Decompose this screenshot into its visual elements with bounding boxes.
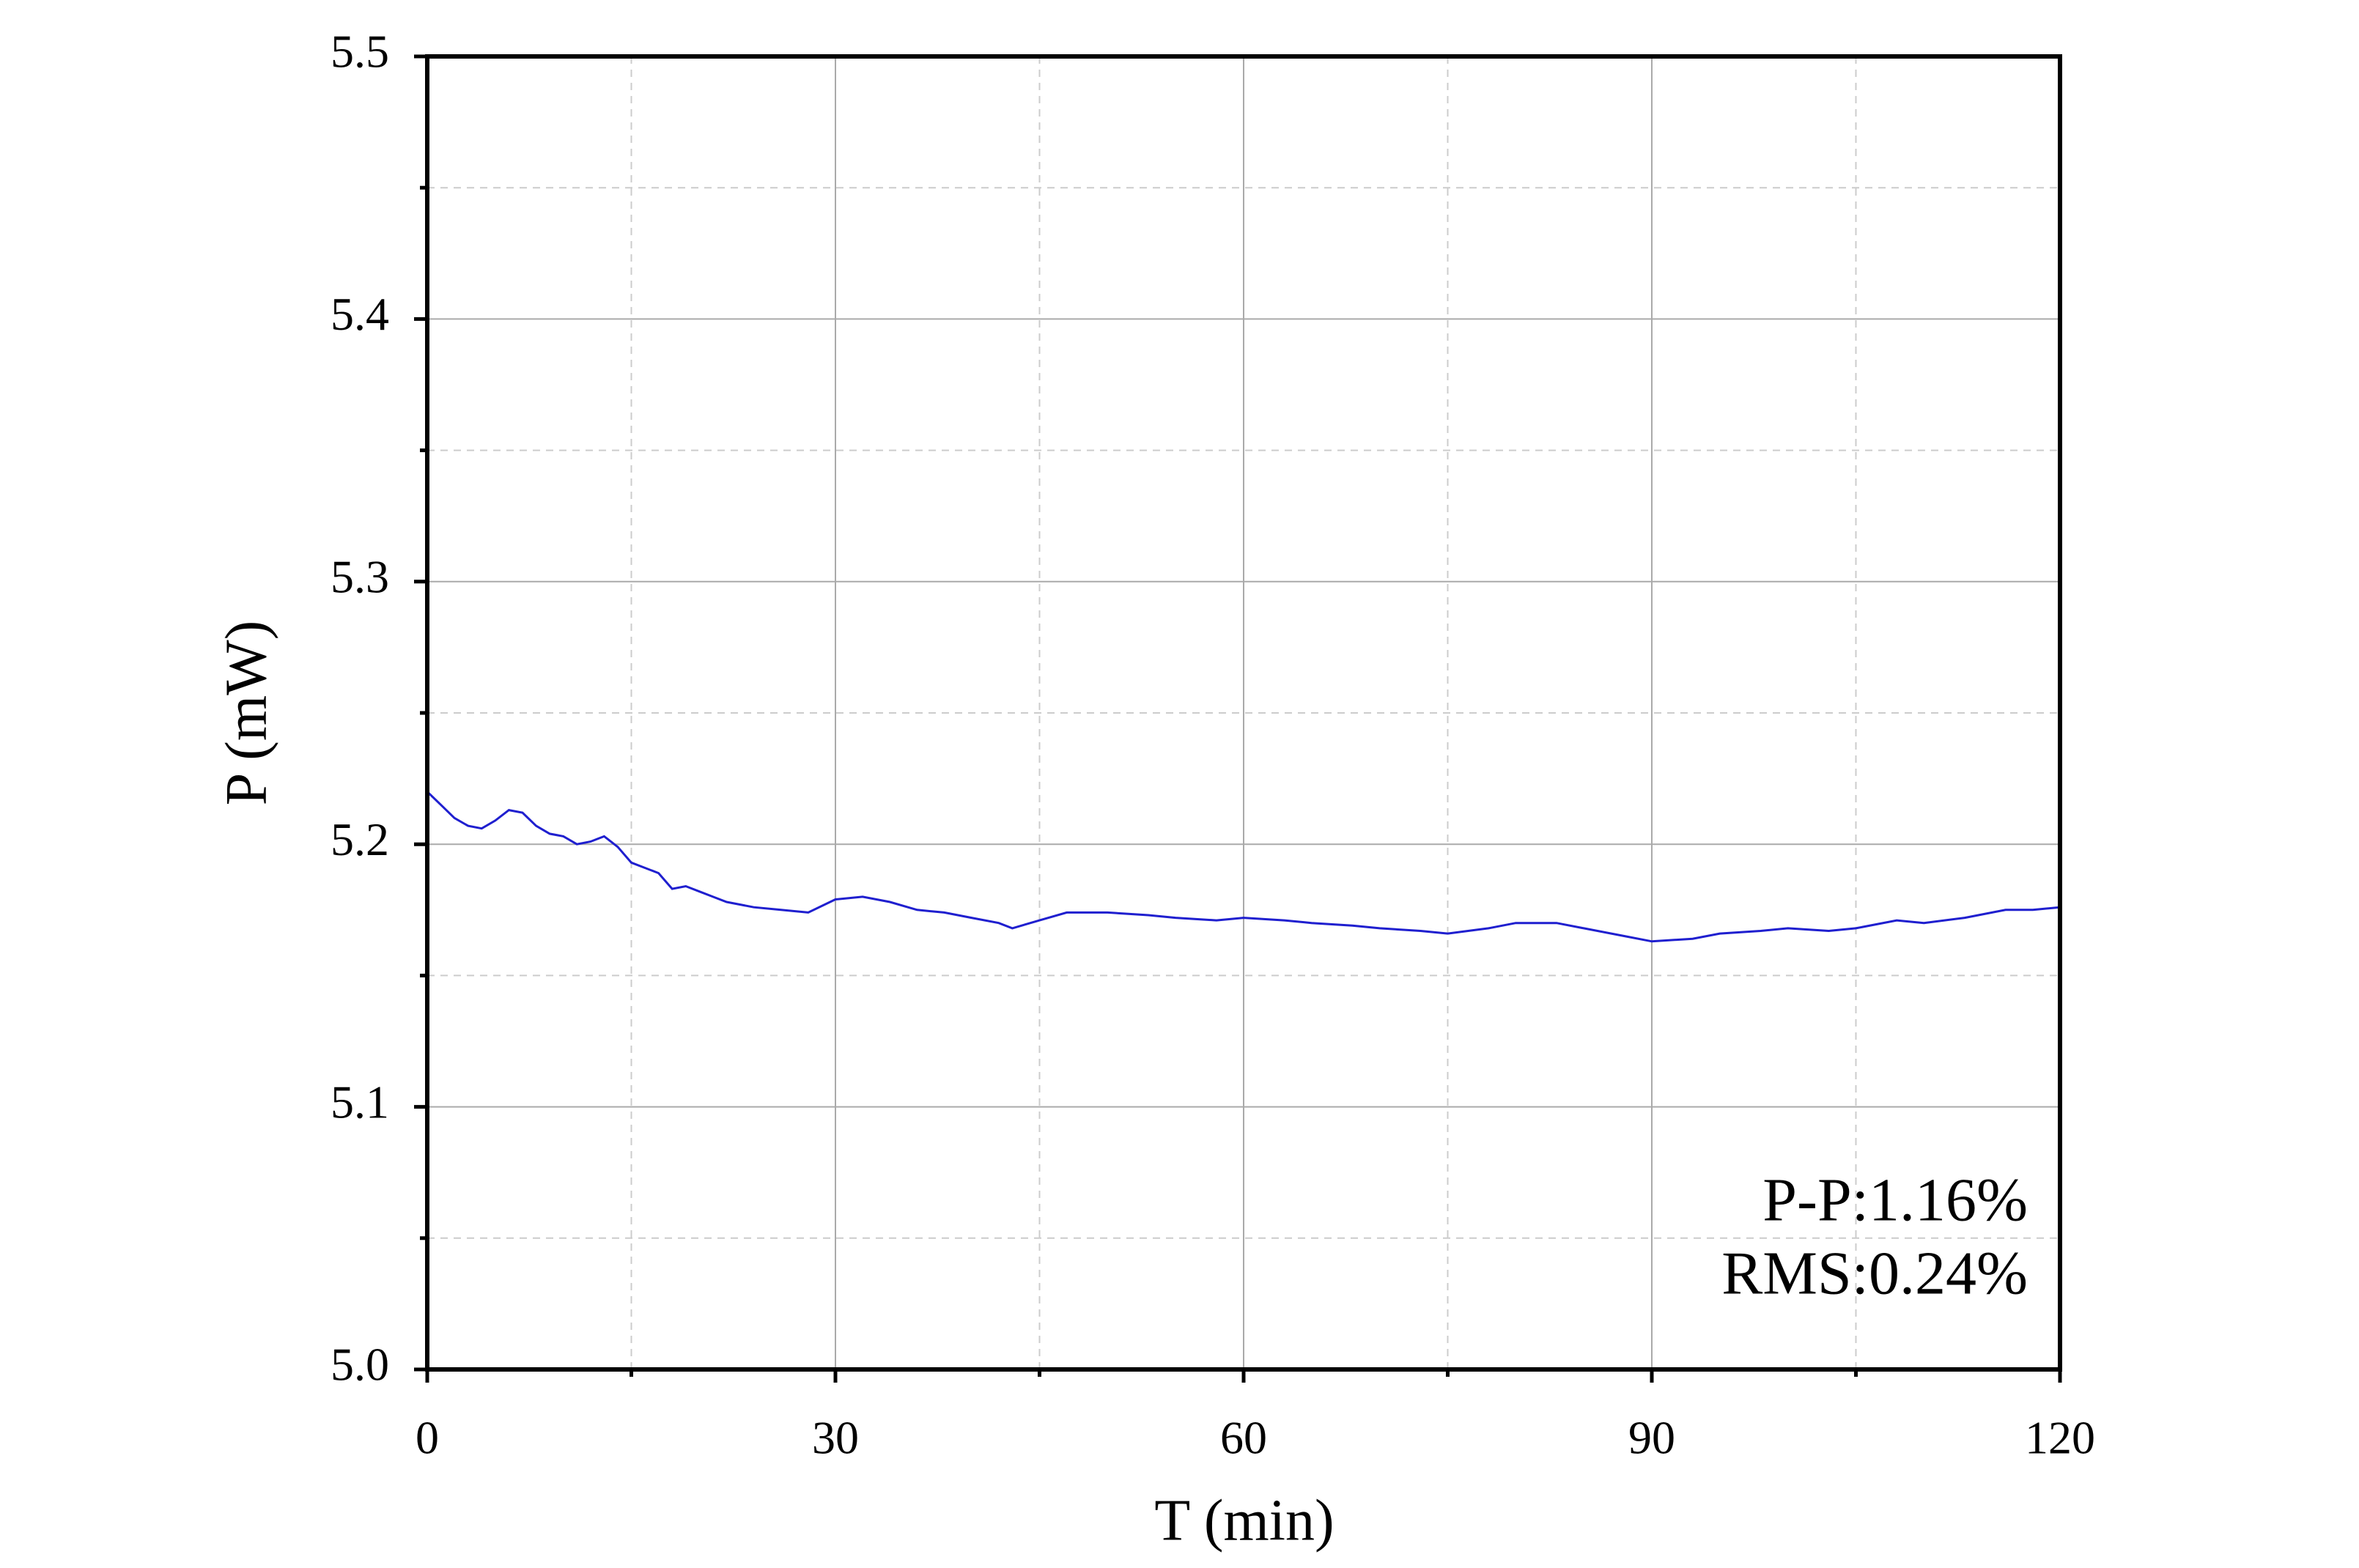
y-tick-label: 5.0 <box>331 1339 389 1391</box>
x-tick-label: 60 <box>1220 1412 1267 1464</box>
x-axis-label: T (min) <box>1154 1488 1334 1553</box>
y-tick-label: 5.1 <box>331 1076 389 1128</box>
plot-frame <box>425 54 2062 1372</box>
annotation: P-P:1.16% <box>1762 1166 2028 1234</box>
x-tick-label: 30 <box>812 1412 859 1464</box>
y-tick-label: 5.5 <box>331 26 389 78</box>
x-tick-label: 120 <box>2025 1412 2095 1464</box>
x-tick-label: 90 <box>1628 1412 1675 1464</box>
data-line <box>426 791 2061 943</box>
y-tick-label: 5.2 <box>331 813 389 865</box>
x-tick-label: 0 <box>416 1412 439 1464</box>
y-tick-label: 5.4 <box>331 288 389 340</box>
y-axis-label: P (mW) <box>214 621 278 806</box>
annotation: RMS:0.24% <box>1721 1239 2028 1307</box>
y-tick-label: 5.3 <box>331 550 389 602</box>
